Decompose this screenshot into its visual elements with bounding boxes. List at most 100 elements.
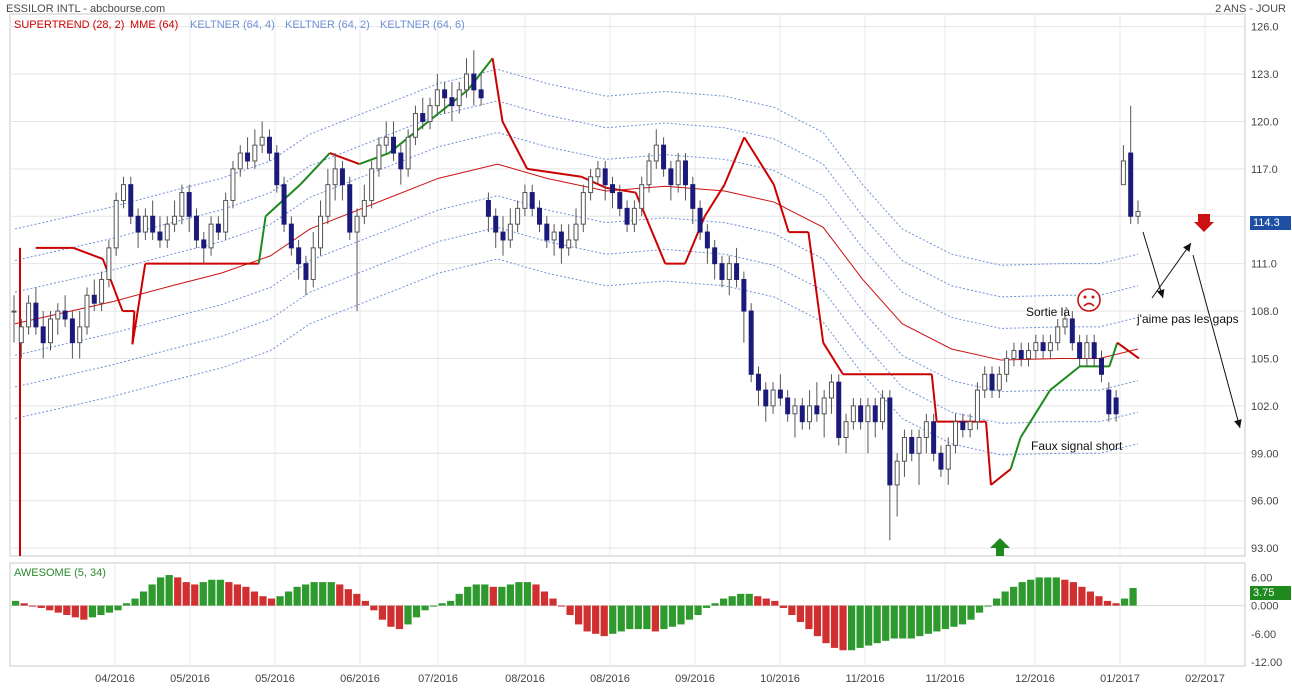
candle-body — [77, 326, 83, 344]
candle-body — [1113, 397, 1119, 415]
candle-body — [296, 247, 302, 265]
supertrend-segment — [1116, 341, 1140, 360]
candle-body — [507, 223, 513, 241]
candle-body — [485, 199, 491, 217]
ao-bar — [668, 605, 677, 627]
candle-body — [777, 389, 783, 399]
candle-body — [274, 152, 280, 186]
ao-bar — [967, 605, 975, 620]
candle-body — [500, 231, 506, 241]
ao-bar — [720, 598, 728, 606]
buy-signal-icon — [990, 538, 1010, 556]
candle-body — [675, 160, 681, 186]
candle-body — [383, 136, 389, 146]
ao-bar — [46, 605, 54, 611]
ao-bar — [447, 600, 455, 606]
x-tick-label: 02/2017 — [1185, 673, 1225, 685]
x-tick-label: 07/2016 — [418, 673, 458, 685]
supertrend-segment — [491, 58, 504, 122]
candle-body — [1062, 318, 1068, 328]
candle-body — [828, 381, 834, 399]
ao-bar — [634, 605, 642, 630]
candle-body — [434, 89, 440, 107]
candle-body — [18, 326, 24, 344]
ao-bar — [114, 605, 122, 611]
ao-bar — [267, 598, 276, 606]
ao-bar — [302, 584, 310, 606]
candle-body — [799, 405, 805, 423]
candle-body — [1099, 357, 1105, 375]
ao-bar — [1052, 577, 1060, 606]
x-tick-label: 10/2016 — [760, 673, 800, 685]
x-tick-label: 06/2016 — [340, 673, 380, 685]
candle-body — [712, 247, 718, 265]
candle-body — [785, 397, 791, 415]
ao-bar — [455, 593, 463, 606]
ao-bar — [754, 596, 762, 606]
candle-body — [529, 192, 535, 209]
candle-body — [1011, 350, 1017, 359]
candle-body — [814, 405, 820, 415]
candle-body — [478, 89, 484, 99]
ao-bar — [1010, 586, 1018, 606]
candle-body — [69, 318, 75, 344]
candle-body — [967, 421, 973, 431]
supertrend-segment — [1019, 389, 1052, 439]
supertrend-line — [19, 57, 1140, 556]
candle-body — [1106, 389, 1112, 415]
user-drawings — [990, 214, 1242, 556]
ao-bar — [1061, 579, 1069, 606]
ao-bar — [771, 600, 779, 606]
x-tick-label: 05/2016 — [170, 673, 210, 685]
ao-bar — [592, 605, 600, 634]
price-badge: 114.3 — [1250, 216, 1291, 230]
ao-bar — [711, 603, 719, 606]
ao-bar — [839, 605, 847, 651]
candle-body — [909, 436, 915, 454]
candle-body — [1077, 342, 1083, 359]
candle-body — [369, 168, 375, 201]
ao-bar — [80, 605, 88, 620]
candle-body — [113, 199, 119, 249]
supertrend-segment — [990, 468, 1012, 486]
ao-bar — [404, 605, 412, 625]
ao-bar — [506, 584, 514, 606]
ao-bar — [225, 582, 233, 606]
ao-bar — [12, 600, 20, 606]
candle-body — [339, 168, 345, 186]
ao-bar — [1086, 591, 1095, 606]
candle-body — [923, 421, 929, 438]
x-tick-label: 08/2016 — [590, 673, 630, 685]
candle-body — [62, 310, 68, 320]
supertrend-segment — [72, 246, 104, 260]
ao-bar — [54, 605, 62, 613]
candle-body — [179, 192, 185, 217]
candle-body — [682, 160, 688, 186]
candle-body — [1084, 342, 1090, 359]
candle-body — [142, 215, 148, 233]
candle-body — [843, 421, 849, 438]
ao-bar — [157, 577, 165, 606]
legend-keltner-6: KELTNER (64, 6) — [380, 19, 465, 31]
candle-body — [332, 168, 338, 186]
candle-body — [456, 89, 462, 107]
ao-bar — [199, 582, 207, 606]
candle-body — [405, 136, 411, 170]
candle-body — [442, 89, 448, 99]
ao-bar — [523, 582, 532, 606]
period-label: 2 ANS - JOUR — [1215, 3, 1286, 15]
ao-bar — [148, 584, 156, 606]
candle-body — [91, 294, 97, 304]
keltner-band — [14, 68, 1139, 266]
candlesticks — [11, 50, 1141, 541]
supertrend-segment — [930, 374, 938, 422]
supertrend-segment — [329, 152, 360, 166]
ao-bar — [438, 603, 446, 606]
keltner-band — [14, 258, 1139, 456]
candle-body — [427, 105, 433, 122]
candle-body — [916, 436, 922, 454]
ao-bar — [609, 605, 617, 634]
ao-bar — [139, 591, 148, 606]
ao-bar — [532, 584, 540, 606]
candle-body — [850, 405, 856, 423]
